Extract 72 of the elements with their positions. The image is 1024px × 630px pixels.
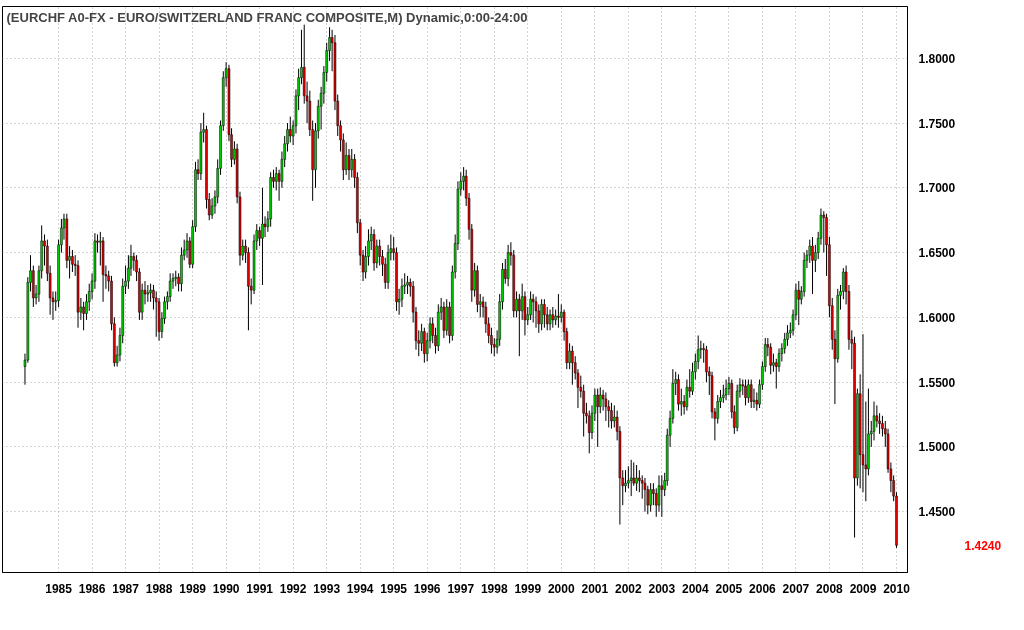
x-tick-label: 1989 (179, 581, 207, 596)
x-tick-label: 1985 (45, 581, 73, 596)
x-tick-label: 1986 (78, 581, 106, 596)
candlestick (643, 477, 647, 513)
candlestick (420, 323, 423, 352)
x-tick-label: 2005 (715, 581, 743, 596)
candlestick (610, 402, 613, 430)
candlestick (423, 327, 426, 364)
y-tick-label: 1.4500 (918, 505, 956, 520)
candlestick (149, 283, 152, 303)
candlestick (596, 388, 599, 448)
candlestick (445, 298, 448, 336)
candlestick (657, 474, 661, 513)
x-tick-label: 2006 (749, 581, 777, 596)
candlestick (724, 379, 728, 401)
y-tick-label: 1.8000 (918, 51, 956, 66)
candlestick (613, 404, 616, 428)
x-tick-label: 2004 (681, 581, 710, 596)
candlestick (571, 345, 574, 386)
candlestick (599, 386, 602, 414)
y-tick-label: 1.7000 (918, 181, 956, 196)
x-tick-label: 2008 (816, 581, 844, 596)
x-tick-label: 1988 (145, 581, 173, 596)
x-tick-label: 2000 (547, 581, 575, 596)
candlestick (82, 301, 85, 331)
x-tick-label: 1996 (413, 581, 441, 596)
candlestick (540, 298, 543, 331)
x-tick-label: 1990 (212, 581, 240, 596)
candlestick (258, 226, 261, 247)
candlestick (548, 309, 552, 331)
candlestick (649, 482, 652, 513)
candlestick (749, 379, 753, 409)
candlestick (629, 459, 633, 497)
candlestick (442, 301, 446, 339)
candlestick (769, 342, 772, 375)
y-tick-label: 1.6000 (918, 310, 956, 325)
x-tick-label: 1997 (447, 581, 475, 596)
candlestick (518, 293, 521, 357)
y-tick-label: 1.6500 (918, 246, 956, 261)
x-tick-label: 1998 (480, 581, 508, 596)
x-tick-label: 1993 (313, 581, 341, 596)
x-tick-label: 1992 (279, 581, 307, 596)
candlestick (660, 474, 664, 518)
x-tick-label: 2002 (615, 581, 643, 596)
candlestick (529, 290, 532, 321)
x-tick-label: 1995 (380, 581, 408, 596)
y-tick-label: 1.7500 (918, 116, 956, 131)
x-tick-label: 1987 (112, 581, 140, 596)
x-tick-label: 2001 (581, 581, 609, 596)
x-tick-label: 2007 (782, 581, 810, 596)
candlestick (635, 464, 638, 492)
text: 1.4240 (964, 538, 1002, 553)
x-tick-label: 2003 (648, 581, 676, 596)
candlestick (531, 293, 535, 324)
candlestick (543, 298, 546, 329)
candlestick (406, 275, 409, 295)
chart-title: (EURCHF A0-FX - EURO/SWITZERLAND FRANC COMPOSITE,M) Dynamic,0:00-24:00 (6, 9, 528, 25)
x-tick-label: 1991 (246, 581, 274, 596)
x-tick-label: 2009 (849, 581, 877, 596)
candlestick (624, 469, 627, 493)
candlestick (722, 384, 725, 404)
candlestick (261, 187, 264, 286)
candlestick (146, 284, 150, 303)
x-tick-label: 1999 (514, 581, 542, 596)
y-tick-label: 1.5500 (918, 375, 956, 390)
candlestick (747, 379, 750, 404)
candlestick (534, 296, 538, 329)
x-tick-label: 2010 (883, 581, 911, 596)
x-tick-label: 1994 (346, 581, 374, 596)
candlestick (811, 236, 814, 295)
candlestick (289, 116, 292, 143)
y-tick-label: 1.5000 (918, 440, 956, 455)
